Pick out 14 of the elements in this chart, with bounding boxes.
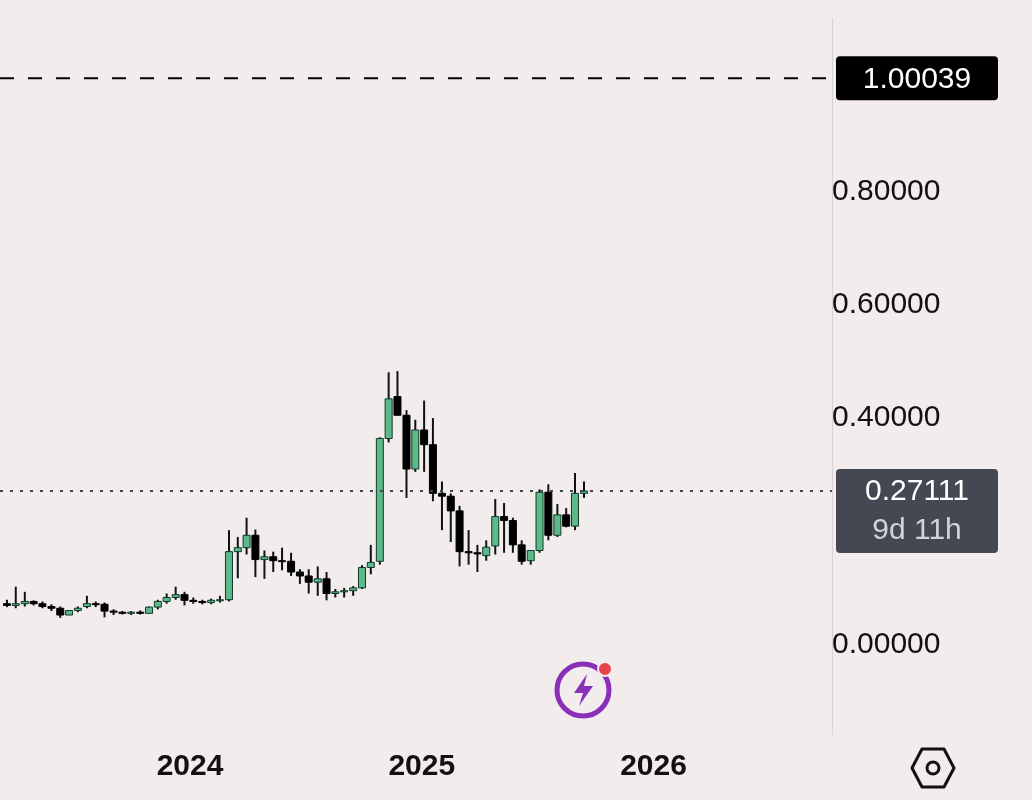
ref-line-label: 1.00039 (862, 60, 972, 94)
ref-line-label: 0.27111 (865, 473, 969, 507)
x-tick-label: 2025 (388, 748, 456, 782)
candlestick (313, 565, 322, 597)
x-tick-label: 2026 (620, 748, 687, 782)
y-tick-label: 0.60000 (831, 286, 941, 320)
y-tick-label: 0.00000 (831, 625, 941, 659)
candlestick (322, 571, 331, 602)
candlestick (260, 549, 269, 580)
y-tick-label: 0.40000 (831, 399, 941, 433)
text: 9d 11h (872, 512, 962, 546)
x-tick-label: 2024 (156, 748, 224, 782)
y-tick-label: 0.80000 (831, 173, 941, 206)
candlestick (553, 503, 562, 538)
